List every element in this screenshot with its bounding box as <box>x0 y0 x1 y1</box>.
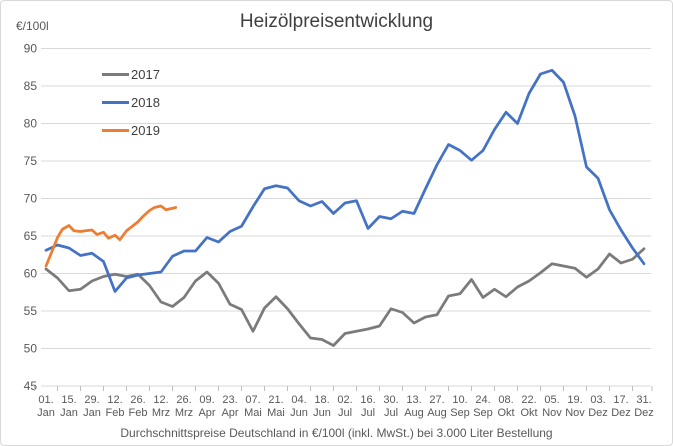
legend-item-2018[interactable]: 2018 <box>102 88 160 116</box>
x-tick-label-day: 26. <box>130 394 145 406</box>
x-tick-label-day: 29. <box>84 394 99 406</box>
series-line-2017[interactable] <box>44 247 646 347</box>
x-tick-label-month: Dez <box>588 407 608 419</box>
x-tick-label-day: 05. <box>544 394 559 406</box>
x-tick-label-month: Mrz <box>152 407 170 419</box>
y-axis-unit-label: €/100l <box>16 19 49 33</box>
y-tick-label: 45 <box>24 379 38 393</box>
series-line-2019[interactable] <box>44 204 178 268</box>
x-tick-label-day: 21. <box>268 394 283 406</box>
x-tick-label-month: Okt <box>520 407 537 419</box>
legend-item-2017[interactable]: 2017 <box>102 60 160 88</box>
legend-swatch-2018 <box>102 100 129 104</box>
x-tick-label-month: Feb <box>106 407 125 419</box>
x-tick-label-month: Apr <box>198 407 215 419</box>
x-tick-label-day: 19. <box>567 394 582 406</box>
y-tick-label: 75 <box>24 154 38 168</box>
x-tick-label-month: Mai <box>244 407 262 419</box>
x-tick-label-month: Aug <box>427 407 447 419</box>
y-tick-label: 60 <box>24 267 38 281</box>
x-tick-label-day: 30. <box>383 394 398 406</box>
x-tick-label-month: Jun <box>313 407 331 419</box>
x-tick-label-day: 16. <box>360 394 375 406</box>
x-tick-label-day: 22. <box>521 394 536 406</box>
x-tick-label-day: 17. <box>613 394 628 406</box>
y-tick-label: 80 <box>24 117 38 131</box>
x-tick-label-month: Aug <box>404 407 424 419</box>
x-tick-label-day: 24. <box>475 394 490 406</box>
chart-title: Heizölpreisentwicklung <box>239 11 434 32</box>
x-tick-label-day: 02. <box>337 394 352 406</box>
x-tick-label-month: Mai <box>267 407 285 419</box>
x-tick-label-day: 08. <box>498 394 513 406</box>
legend-swatch-2017 <box>102 72 129 76</box>
legend-swatch-2019 <box>102 128 129 132</box>
x-tick-label-month: Apr <box>221 407 238 419</box>
y-tick-label: 70 <box>24 192 38 206</box>
y-tick-label: 65 <box>24 229 38 243</box>
x-tick-label-month: Jan <box>83 407 101 419</box>
x-tick-label-day: 09. <box>199 394 214 406</box>
x-tick-label-day: 12. <box>153 394 168 406</box>
y-tick-label: 55 <box>24 304 38 318</box>
x-tick-label-month: Jan <box>37 407 55 419</box>
x-tick-label-month: Jul <box>338 407 352 419</box>
x-tick-label-month: Jul <box>361 407 375 419</box>
x-tick-label-day: 26. <box>176 394 191 406</box>
x-tick-label-month: Dez <box>611 407 631 419</box>
legend: 2017 2018 2019 <box>102 60 160 144</box>
x-tick-label-month: Nov <box>542 407 562 419</box>
x-tick-label-month: Dez <box>634 407 654 419</box>
x-tick-label-day: 12. <box>107 394 122 406</box>
x-tick-label-day: 18. <box>314 394 329 406</box>
legend-label-2018: 2018 <box>131 94 160 110</box>
x-tick-label-day: 31. <box>636 394 651 406</box>
chart-caption: Durchschnittspreise Deutschland in €/100… <box>120 426 553 440</box>
x-tick-label-month: Jul <box>384 407 398 419</box>
x-tick-label-month: Nov <box>565 407 585 419</box>
y-tick-label: 90 <box>24 42 38 56</box>
x-tick-label-day: 13. <box>406 394 421 406</box>
x-tick-label-day: 27. <box>429 394 444 406</box>
y-tick-label: 85 <box>24 79 38 93</box>
legend-label-2019: 2019 <box>131 122 160 138</box>
x-tick-label-day: 23. <box>222 394 237 406</box>
legend-item-2019[interactable]: 2019 <box>102 116 160 144</box>
x-tick-label-day: 07. <box>245 394 260 406</box>
x-tick-label-month: Mrz <box>175 407 193 419</box>
x-tick-label-day: 10. <box>452 394 467 406</box>
x-tick-label-month: Jun <box>290 407 308 419</box>
x-tick-label-month: Feb <box>129 407 148 419</box>
x-tick-label-month: Jan <box>60 407 78 419</box>
x-tick-label-day: 15. <box>61 394 76 406</box>
y-tick-label: 50 <box>24 342 38 356</box>
series-line-2018[interactable] <box>44 68 646 293</box>
x-tick-label-month: Sep <box>450 407 470 419</box>
x-tick-label-day: 01. <box>38 394 53 406</box>
x-tick-label-month: Okt <box>497 407 514 419</box>
legend-label-2017: 2017 <box>131 66 160 82</box>
x-tick-label-day: 04. <box>291 394 306 406</box>
x-tick-label-month: Sep <box>473 407 493 419</box>
x-tick-label-day: 03. <box>590 394 605 406</box>
